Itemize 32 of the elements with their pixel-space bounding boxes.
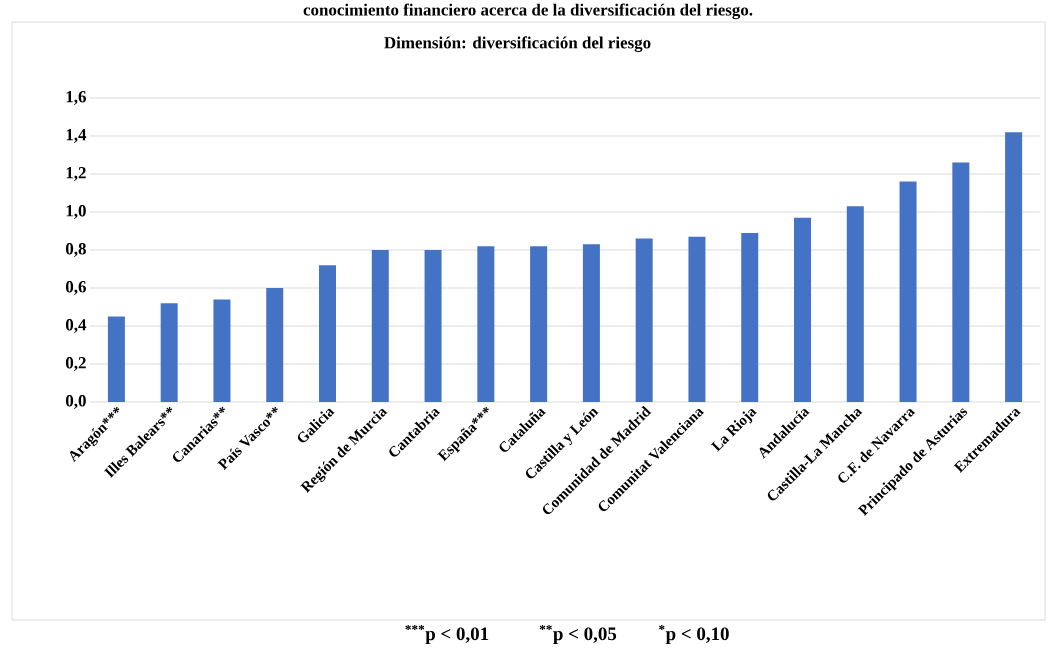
bar bbox=[688, 236, 706, 402]
bar bbox=[213, 299, 231, 402]
y-tick-label: 1,6 bbox=[66, 91, 86, 105]
bar bbox=[899, 181, 917, 402]
bar bbox=[319, 265, 337, 402]
bar bbox=[477, 246, 495, 402]
y-tick-label: 0,8 bbox=[65, 243, 86, 257]
y-tick-label: 1,0 bbox=[66, 205, 86, 219]
bar bbox=[635, 238, 653, 402]
bar bbox=[582, 244, 600, 402]
chart-title: Dimensión: diversificación del riesgo bbox=[384, 36, 651, 52]
y-tick-label: 0,2 bbox=[65, 357, 86, 371]
bar bbox=[530, 246, 548, 402]
y-tick-label: 0,0 bbox=[65, 395, 86, 409]
bar bbox=[160, 303, 178, 402]
text: $^{***}$p < 0,01 bbox=[405, 625, 489, 645]
text: conocimiento financiero acerca de la diversificación del riesgo. bbox=[303, 3, 753, 20]
bar bbox=[371, 249, 389, 402]
bar bbox=[266, 287, 284, 402]
text: $^{**}$p < 0,05 bbox=[539, 625, 617, 645]
bar bbox=[952, 162, 970, 402]
y-tick-label: 0,4 bbox=[65, 319, 87, 333]
y-tick-label: 1,2 bbox=[66, 167, 86, 181]
bar bbox=[846, 206, 864, 402]
bar bbox=[794, 217, 812, 402]
y-tick-label: 0,6 bbox=[65, 281, 86, 295]
bar bbox=[1005, 132, 1023, 402]
bar bbox=[741, 232, 759, 402]
y-tick-label: 1,4 bbox=[66, 129, 87, 143]
text: $^{*}$p < 0,10 bbox=[659, 625, 729, 645]
bar bbox=[107, 316, 125, 402]
bar bbox=[424, 249, 442, 402]
